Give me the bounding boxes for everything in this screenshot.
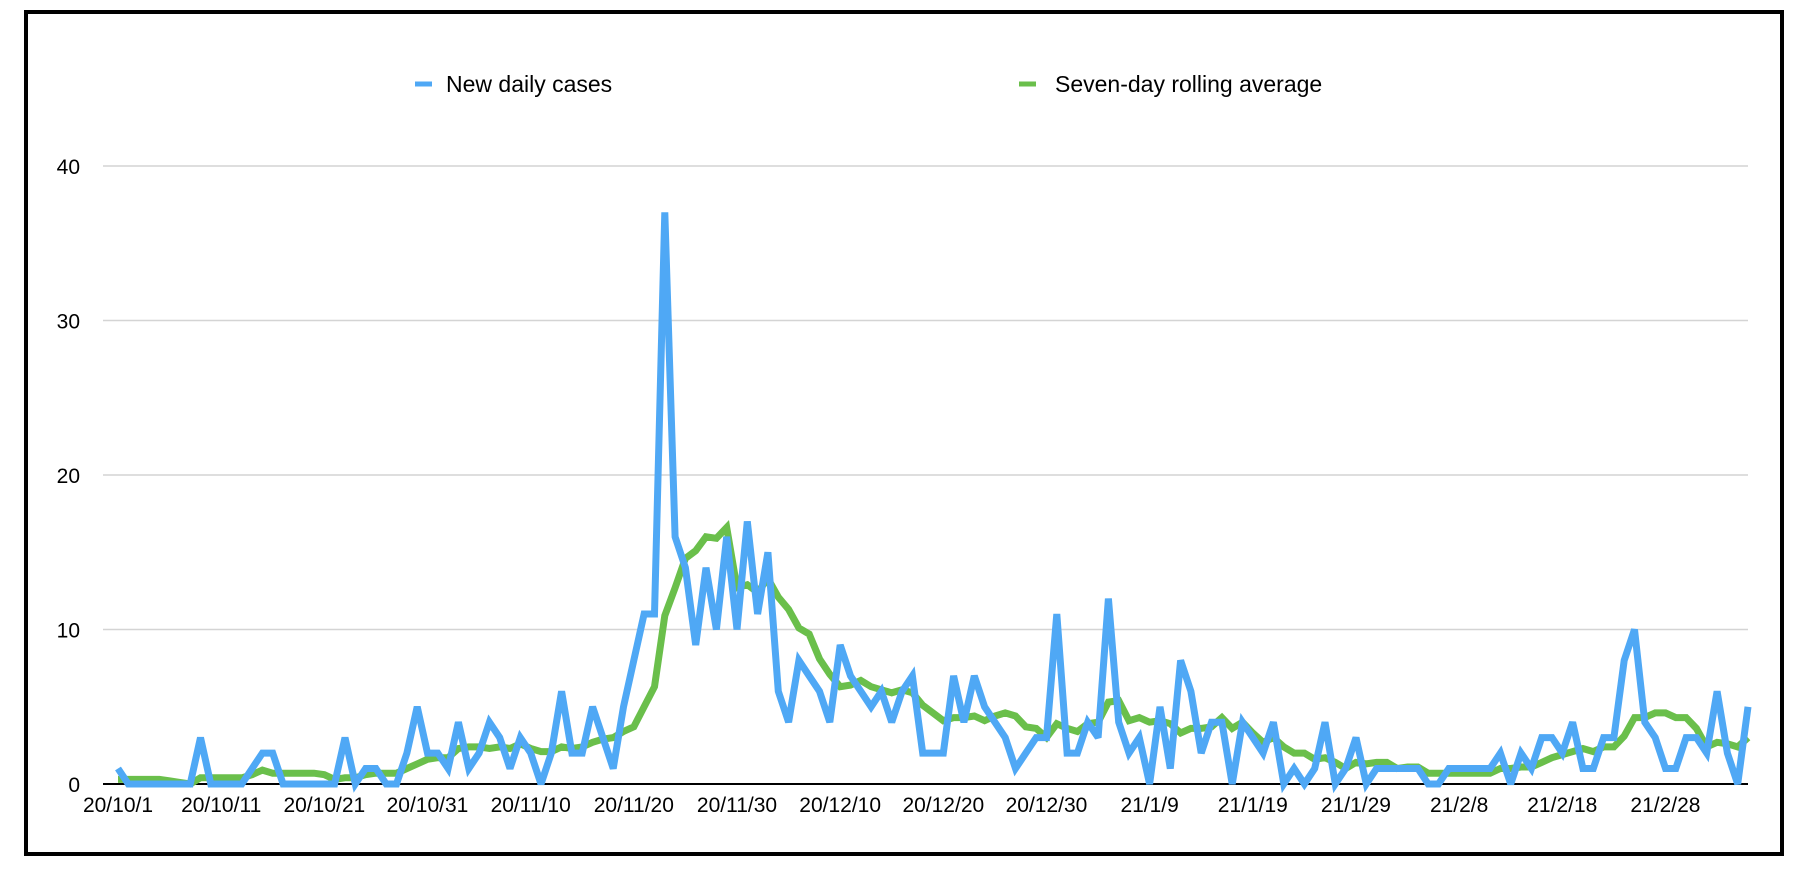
x-tick-label: 20/12/10 bbox=[799, 794, 881, 817]
x-tick-label: 20/10/21 bbox=[283, 794, 365, 817]
x-tick-label: 20/12/30 bbox=[1006, 794, 1088, 817]
x-tick-label: 20/11/20 bbox=[594, 794, 674, 817]
x-tick-label: 20/10/11 bbox=[181, 794, 261, 817]
legend-label-seven-day-rolling-average: Seven-day rolling average bbox=[1055, 71, 1322, 97]
gridlines bbox=[103, 165, 1748, 631]
x-axis-ticks: 20/10/1 20/10/11 20/10/21 20/10/31 20/11/10 2… bbox=[83, 794, 1701, 817]
x-tick-label: 20/11/10 bbox=[491, 794, 571, 817]
x-tick-label: 21/1/9 bbox=[1120, 794, 1178, 817]
x-tick-label: 20/12/20 bbox=[902, 794, 984, 817]
y-tick-label: 10 bbox=[57, 620, 80, 643]
x-tick-label: 21/2/18 bbox=[1527, 794, 1597, 817]
x-tick-label: 20/11/30 bbox=[697, 794, 777, 817]
x-tick-label: 20/10/31 bbox=[387, 794, 469, 817]
y-tick-label: 0 bbox=[68, 774, 80, 797]
y-tick-label: 30 bbox=[57, 311, 80, 334]
chart-frame bbox=[24, 10, 1784, 856]
x-tick-label: 21/1/19 bbox=[1218, 794, 1288, 817]
legend-label-new-daily-cases: New daily cases bbox=[446, 71, 612, 97]
x-tick-label: 21/2/8 bbox=[1430, 794, 1488, 817]
legend: New daily cases Seven-day rolling averag… bbox=[415, 71, 1322, 97]
y-axis-ticks: 0 10 20 30 40 bbox=[57, 156, 80, 797]
series-line-seven-day-rolling-average bbox=[118, 520, 1751, 788]
y-tick-label: 20 bbox=[57, 465, 80, 488]
x-tick-label: 21/2/28 bbox=[1630, 794, 1700, 817]
series-line-new-daily-cases bbox=[115, 212, 1752, 794]
x-tick-label: 21/1/29 bbox=[1321, 794, 1391, 817]
series-lines bbox=[115, 212, 1752, 794]
y-tick-label: 40 bbox=[57, 156, 80, 179]
x-tick-label: 20/10/1 bbox=[83, 794, 153, 817]
